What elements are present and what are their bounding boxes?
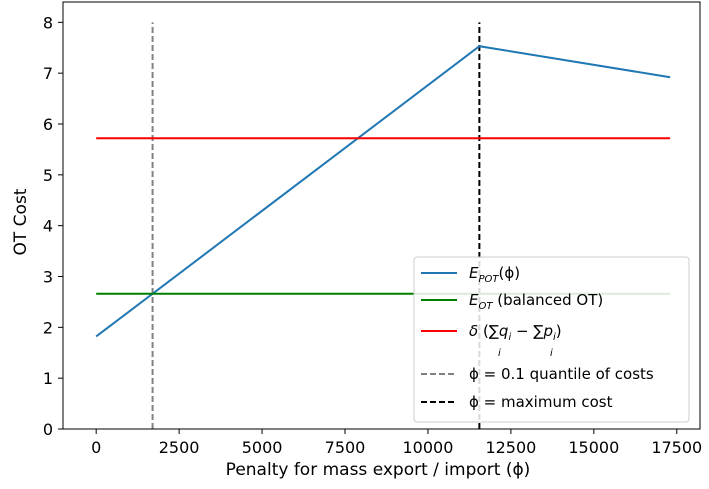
legend-epot-rest: (ϕ) [499, 264, 521, 282]
legend-entry-epot: EPOT(ϕ) [421, 264, 520, 285]
legend-entry-eot: EOT (balanced OT) [421, 291, 603, 312]
legend-box [413, 256, 690, 423]
legend-entry-quantile: ϕ = 0.1 quantile of costs [421, 365, 654, 383]
y-tick-label: 5 [43, 166, 53, 185]
y-axis-ticks: 0 1 2 3 4 5 6 7 8 [43, 13, 63, 439]
x-tick-label: 0 [91, 438, 101, 457]
legend-delta-q-sub: i [508, 332, 511, 343]
legend-delta-close: ) [556, 322, 562, 340]
x-tick-label: 17500 [651, 438, 702, 457]
series-line-epot [95, 45, 671, 338]
legend-label-quantile: ϕ = 0.1 quantile of costs [469, 365, 654, 383]
y-axis-label: OT Cost [11, 188, 31, 255]
legend-sum-symbol-q: ∑ [489, 322, 499, 340]
x-tick-label: 10000 [402, 438, 453, 457]
legend-epot-sub: POT [478, 274, 499, 285]
x-tick-label: 2500 [159, 438, 200, 457]
x-axis-ticks: 0 2500 5000 7500 10000 12500 15000 17500 [91, 429, 702, 457]
y-tick-label: 6 [43, 115, 53, 134]
svg-text:δ (∑qi − ∑pi): δ (∑qi − ∑pi) [469, 322, 562, 343]
legend-delta-q: q [499, 322, 509, 340]
y-tick-label: 0 [43, 420, 53, 439]
y-tick-label: 2 [43, 318, 53, 337]
plot-frame [62, 1, 701, 430]
svg-text:EOT (balanced OT): EOT (balanced OT) [469, 291, 603, 312]
legend-eot-main: E [469, 291, 479, 309]
legend-delta-p-sub: i [553, 332, 556, 343]
svg-text:EPOT(ϕ): EPOT(ϕ) [469, 264, 520, 285]
y-tick-label: 3 [43, 268, 53, 287]
legend-entry-max: ϕ = maximum cost [421, 393, 613, 411]
legend: EPOT(ϕ) EOT (balanced OT) δ (∑qi − ∑pi) … [413, 256, 690, 423]
legend-delta-open: ( [478, 322, 489, 340]
legend-sum-symbol-p: ∑ [533, 322, 543, 340]
y-tick-label: 4 [43, 217, 53, 236]
legend-delta-minus: − [511, 322, 533, 340]
y-tick-label: 8 [43, 13, 53, 32]
legend-eot-sub: OT [478, 301, 493, 312]
legend-epot-main: E [469, 264, 479, 282]
y-tick-label: 7 [43, 64, 53, 83]
x-tick-label: 12500 [485, 438, 536, 457]
legend-delta-p: p [542, 322, 553, 340]
y-tick-label: 1 [43, 369, 53, 388]
legend-entry-delta: δ (∑qi − ∑pi) i i [421, 322, 562, 359]
legend-delta-symbol: δ [469, 322, 478, 340]
x-tick-label: 15000 [568, 438, 619, 457]
x-tick-label: 7500 [325, 438, 366, 457]
x-axis-label: Penalty for mass export / import (ϕ) [226, 460, 531, 480]
x-tick-label: 5000 [242, 438, 283, 457]
legend-sum-index-p: i [550, 348, 553, 359]
legend-eot-rest: (balanced OT) [492, 291, 603, 309]
legend-label-max: ϕ = maximum cost [469, 393, 613, 411]
legend-sum-index-q: i [498, 348, 501, 359]
